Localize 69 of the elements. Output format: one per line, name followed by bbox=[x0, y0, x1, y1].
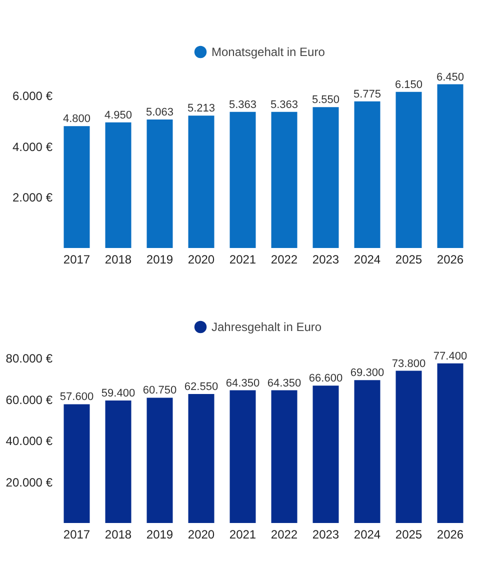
x-tick-label: 2026 bbox=[436, 528, 464, 542]
bar bbox=[396, 92, 422, 248]
data-label: 4.800 bbox=[62, 113, 91, 126]
data-label: 5.363 bbox=[228, 98, 257, 111]
bar bbox=[188, 116, 214, 248]
y-tick-label: 60.000 € bbox=[6, 392, 53, 407]
y-tick-label: 6.000 € bbox=[12, 89, 53, 104]
x-tick-label: 2022 bbox=[270, 528, 298, 542]
x-tick-label: 2021 bbox=[229, 252, 256, 266]
bar bbox=[230, 112, 256, 248]
bar bbox=[271, 390, 298, 523]
data-label: 66.600 bbox=[308, 372, 343, 385]
bar bbox=[64, 404, 90, 523]
x-tick-label: 2026 bbox=[436, 252, 464, 266]
data-label: 5.775 bbox=[353, 88, 382, 100]
bar bbox=[271, 112, 298, 248]
y-tick-label: 2.000 € bbox=[12, 190, 53, 205]
bar bbox=[312, 107, 339, 248]
x-tick-label: 2024 bbox=[354, 528, 381, 542]
y-tick-label: 4.000 € bbox=[12, 140, 53, 154]
data-label: 5.363 bbox=[270, 98, 298, 111]
x-tick-label: 2023 bbox=[312, 528, 340, 542]
x-tick-label: 2022 bbox=[270, 252, 298, 266]
bar bbox=[354, 101, 380, 248]
y-tick-label: 40.000 € bbox=[6, 434, 53, 448]
data-label: 62.550 bbox=[184, 380, 218, 393]
data-label: 77.400 bbox=[433, 350, 468, 362]
x-tick-label: 2025 bbox=[395, 252, 422, 266]
data-label: 60.750 bbox=[142, 384, 177, 397]
bar bbox=[354, 380, 380, 523]
bar bbox=[312, 386, 339, 523]
data-label: 64.350 bbox=[226, 377, 260, 390]
bar bbox=[396, 370, 422, 523]
bar bbox=[230, 390, 256, 523]
data-label: 73.800 bbox=[392, 358, 426, 370]
legend-label: Jahresgehalt in Euro bbox=[212, 320, 322, 334]
bar bbox=[437, 363, 464, 523]
x-tick-label: 2018 bbox=[104, 528, 132, 542]
bar bbox=[146, 398, 173, 523]
data-label: 57.600 bbox=[60, 391, 94, 404]
data-label: 6.450 bbox=[436, 71, 464, 84]
legend-label: Monatsgehalt in Euro bbox=[212, 45, 326, 59]
data-label: 64.350 bbox=[267, 377, 302, 390]
bar bbox=[105, 400, 132, 523]
x-tick-label: 2020 bbox=[188, 528, 215, 542]
x-tick-label: 2019 bbox=[146, 252, 174, 266]
x-tick-label: 2018 bbox=[104, 252, 132, 266]
x-tick-label: 2023 bbox=[312, 252, 340, 266]
data-label: 6.150 bbox=[394, 78, 423, 91]
data-label: 59.400 bbox=[101, 387, 136, 400]
x-tick-label: 2020 bbox=[188, 252, 215, 266]
x-tick-label: 2017 bbox=[63, 528, 90, 542]
data-label: 5.063 bbox=[146, 106, 174, 118]
x-tick-label: 2017 bbox=[63, 252, 90, 266]
bar bbox=[437, 84, 464, 248]
bar bbox=[146, 119, 173, 248]
y-tick-label: 80.000 € bbox=[6, 352, 53, 366]
bar bbox=[105, 122, 132, 248]
data-label: 5.213 bbox=[187, 102, 216, 115]
x-tick-label: 2021 bbox=[229, 528, 256, 542]
bar bbox=[188, 394, 214, 523]
x-tick-label: 2025 bbox=[395, 528, 422, 542]
data-label: 4.950 bbox=[104, 109, 132, 122]
x-tick-label: 2024 bbox=[354, 252, 381, 266]
bar bbox=[64, 126, 90, 248]
y-tick-label: 20.000 € bbox=[6, 475, 53, 490]
x-tick-label: 2019 bbox=[146, 528, 174, 542]
data-label: 69.300 bbox=[350, 367, 384, 380]
data-label: 5.550 bbox=[312, 94, 340, 106]
